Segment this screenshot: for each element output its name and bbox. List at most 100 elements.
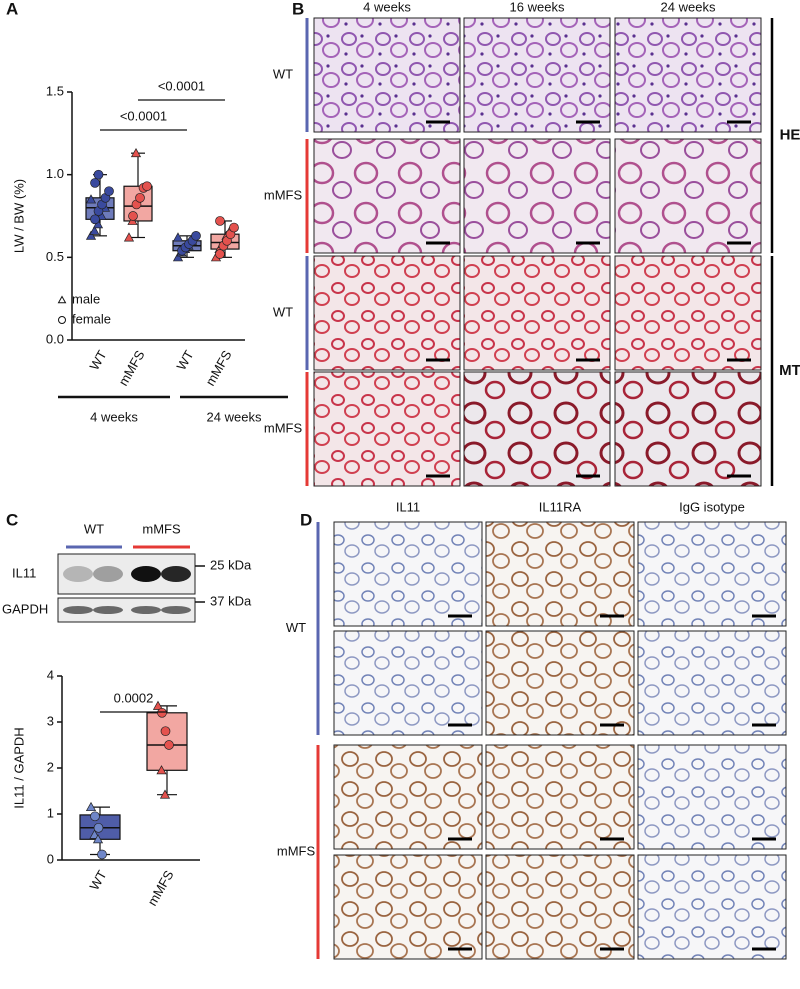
group-label: 4 weeks bbox=[90, 409, 138, 424]
x-tick-label: mMFS bbox=[115, 347, 147, 388]
point-male bbox=[85, 230, 97, 240]
y-tick-label: 2 bbox=[47, 759, 54, 774]
micrograph bbox=[637, 744, 787, 850]
point-male bbox=[130, 147, 142, 158]
point-male bbox=[89, 225, 100, 235]
point-female bbox=[90, 811, 100, 822]
micrograph bbox=[614, 255, 762, 371]
micrograph bbox=[614, 17, 762, 133]
point-female bbox=[104, 186, 114, 197]
column-header: IL11 bbox=[396, 499, 420, 514]
blot-band bbox=[131, 606, 161, 614]
y-axis-label: IL11 / GAPDH bbox=[11, 727, 26, 808]
blot-band bbox=[131, 566, 161, 582]
x-tick-label: WT bbox=[86, 348, 109, 373]
micrograph bbox=[313, 255, 461, 371]
micrograph bbox=[485, 854, 635, 960]
p-value: 0.0002 bbox=[114, 690, 154, 705]
micrograph bbox=[333, 521, 483, 627]
micrograph bbox=[333, 854, 483, 960]
point-female bbox=[90, 214, 100, 225]
point-female bbox=[229, 222, 239, 233]
size-marker: 25 kDa bbox=[210, 557, 252, 572]
x-tick-label: WT bbox=[173, 348, 196, 373]
row-label: mMFS bbox=[264, 420, 303, 435]
stain-label: HE bbox=[780, 126, 800, 143]
micrograph bbox=[637, 630, 787, 736]
point-male bbox=[92, 834, 104, 844]
micrograph bbox=[614, 371, 762, 487]
legend-marker bbox=[57, 295, 67, 304]
micrograph bbox=[313, 371, 461, 487]
size-marker: 37 kDa bbox=[210, 593, 252, 608]
point-male bbox=[123, 232, 135, 242]
micrograph bbox=[463, 371, 611, 487]
panel-label: D bbox=[300, 510, 312, 529]
column-header: 24 weeks bbox=[661, 0, 716, 14]
column-header: 4 weeks bbox=[363, 0, 411, 14]
p-value: <0.0001 bbox=[120, 108, 167, 123]
blot-group: WT bbox=[84, 521, 104, 536]
micrograph bbox=[637, 521, 787, 627]
point-female bbox=[215, 249, 225, 259]
blot-band bbox=[63, 566, 93, 582]
point-male bbox=[152, 700, 164, 710]
point-female bbox=[215, 216, 225, 226]
row-label: WT bbox=[286, 620, 306, 635]
micrograph bbox=[637, 854, 787, 960]
point-female bbox=[90, 178, 100, 188]
x-tick-label: mMFS bbox=[202, 347, 234, 388]
p-value: <0.0001 bbox=[158, 78, 205, 93]
group-label: 24 weeks bbox=[207, 409, 262, 424]
blot-row-label: IL11 bbox=[12, 565, 36, 580]
column-header: IgG isotype bbox=[679, 499, 745, 514]
micrograph bbox=[614, 138, 762, 254]
micrograph bbox=[333, 744, 483, 850]
point-male bbox=[159, 789, 171, 799]
micrograph bbox=[463, 138, 611, 254]
blot-band bbox=[93, 606, 123, 614]
y-tick-label: 0 bbox=[47, 851, 54, 866]
blot-band bbox=[161, 606, 191, 614]
row-label: WT bbox=[273, 66, 293, 81]
point-female bbox=[135, 192, 145, 203]
point-male bbox=[172, 252, 184, 262]
point-female bbox=[164, 740, 174, 750]
blot-band bbox=[161, 566, 191, 582]
blot-band bbox=[63, 606, 93, 614]
legend-label: female bbox=[72, 311, 111, 326]
point-female bbox=[157, 707, 167, 718]
y-tick-label: 3 bbox=[47, 713, 54, 728]
point-female bbox=[142, 181, 152, 192]
micrograph bbox=[313, 138, 461, 254]
blot-band bbox=[93, 566, 123, 582]
point-female bbox=[160, 726, 171, 737]
point-female bbox=[97, 849, 107, 860]
column-header: IL11RA bbox=[539, 499, 582, 514]
point-male bbox=[85, 194, 97, 204]
micrograph bbox=[485, 521, 635, 627]
micrograph bbox=[463, 255, 611, 371]
blot-group: mMFS bbox=[142, 521, 181, 536]
point-male bbox=[85, 801, 97, 812]
y-tick-label: 1 bbox=[47, 805, 54, 820]
point-female bbox=[191, 230, 201, 241]
legend-label: male bbox=[72, 291, 100, 306]
blot-row-label: GAPDH bbox=[2, 601, 48, 616]
point-male bbox=[89, 829, 100, 839]
micrograph bbox=[485, 630, 635, 736]
point-female bbox=[93, 822, 104, 833]
y-tick-label: 4 bbox=[47, 667, 54, 682]
micrograph bbox=[333, 630, 483, 736]
row-label: WT bbox=[273, 304, 293, 319]
column-header: 16 weeks bbox=[510, 0, 565, 14]
point-female bbox=[93, 169, 104, 180]
legend-marker bbox=[58, 316, 66, 324]
micrograph bbox=[463, 17, 611, 133]
panel-label: A bbox=[6, 0, 18, 18]
point-female bbox=[128, 211, 138, 221]
micrograph bbox=[485, 744, 635, 850]
stain-label: MT bbox=[779, 362, 800, 379]
x-tick-label: mMFS bbox=[144, 867, 176, 908]
x-tick-label: WT bbox=[86, 868, 109, 893]
